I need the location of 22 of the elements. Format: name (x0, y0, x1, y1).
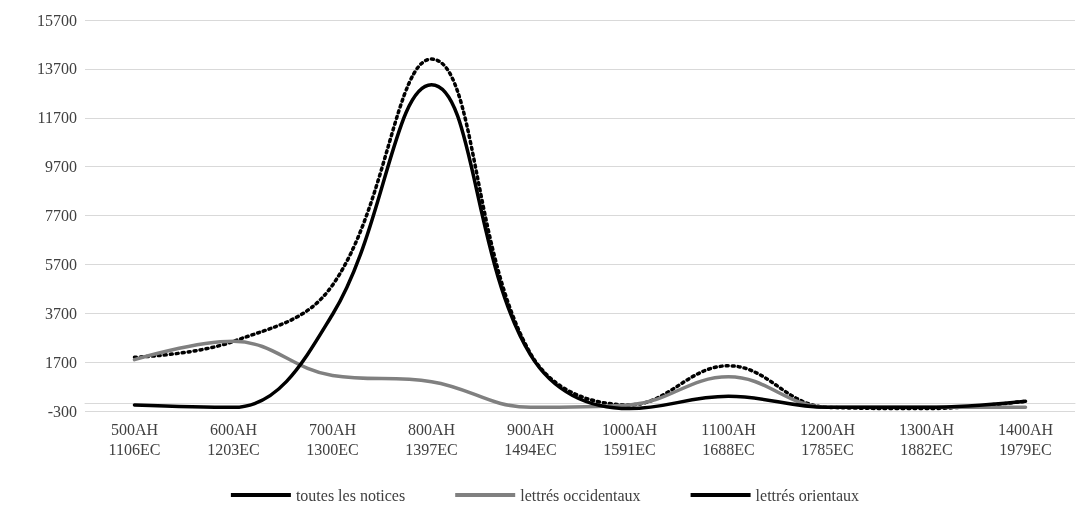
x-tick-label: 1200AH 1785EC (799, 420, 856, 458)
x-tick-label: 600AH 1203EC (207, 420, 260, 458)
y-tick-label: 7700 (45, 207, 77, 224)
y-tick-label: 9700 (45, 158, 77, 176)
y-tick-label: 3700 (45, 304, 77, 322)
x-tick-label: 1100AH 1688EC (701, 420, 757, 458)
x-tick-label: 500AH 1106EC (108, 420, 161, 458)
y-tick-label: 11700 (37, 109, 77, 127)
y-tick-label: -300 (47, 402, 77, 420)
y-tick-label: 13700 (37, 60, 77, 78)
x-tick-label: 700AH 1300EC (306, 420, 359, 458)
x-tick-label: 900AH 1494EC (504, 420, 557, 458)
x-tick-label: 1400AH 1979EC (997, 420, 1054, 458)
x-tick-label: 800AH 1397EC (405, 420, 458, 458)
y-tick-label: 15700 (37, 11, 77, 29)
x-tick-label: 1000AH 1591EC (601, 420, 658, 458)
y-tick-label: 1700 (45, 353, 77, 371)
legend-label: toutes les notices (295, 486, 406, 504)
x-tick-label: 1300AH 1882EC (898, 420, 955, 458)
legend-label: lettrés orientaux (755, 486, 860, 504)
legend-label: lettrés occidentaux (520, 486, 641, 504)
y-tick-label: 5700 (45, 255, 77, 273)
